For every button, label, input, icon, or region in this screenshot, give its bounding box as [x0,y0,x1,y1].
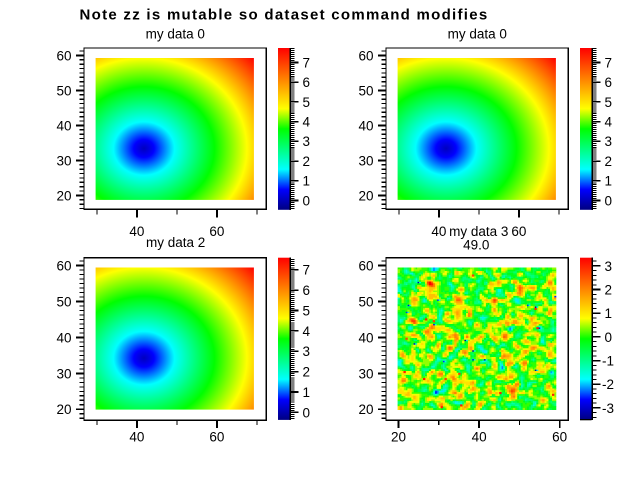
svg-text:0: 0 [303,405,311,420]
svg-text:-1: -1 [602,354,614,369]
svg-text:1: 1 [605,174,613,189]
svg-text:30: 30 [358,153,373,168]
svg-text:0: 0 [605,330,613,345]
svg-text:30: 30 [56,153,71,168]
svg-text:40: 40 [472,430,487,445]
svg-text:30: 30 [56,366,71,381]
svg-text:2: 2 [605,282,613,297]
svg-text:60: 60 [56,48,71,63]
svg-text:5: 5 [303,95,311,110]
svg-text:-3: -3 [602,401,614,416]
svg-text:50: 50 [358,83,373,98]
svg-text:4: 4 [303,324,311,339]
svg-text:50: 50 [56,83,71,98]
svg-text:20: 20 [56,188,71,203]
svg-text:49.0: 49.0 [463,237,489,252]
svg-text:5: 5 [605,95,613,110]
svg-text:50: 50 [56,294,71,309]
svg-text:my data 2: my data 2 [146,235,205,250]
svg-text:2: 2 [303,154,311,169]
svg-text:my data 3: my data 3 [449,224,508,239]
svg-text:60: 60 [552,430,567,445]
svg-text:20: 20 [391,430,406,445]
svg-text:2: 2 [605,154,613,169]
svg-text:20: 20 [358,188,373,203]
svg-text:3: 3 [303,134,311,149]
svg-text:Note zz is mutable so dataset: Note zz is mutable so dataset command mo… [80,6,489,23]
svg-text:1: 1 [605,306,613,321]
svg-text:40: 40 [129,430,144,445]
svg-text:40: 40 [56,118,71,133]
svg-text:40: 40 [358,118,373,133]
svg-text:5: 5 [303,303,311,318]
svg-text:20: 20 [56,402,71,417]
svg-text:6: 6 [303,283,311,298]
svg-text:my data 0: my data 0 [448,26,507,41]
svg-text:0: 0 [605,193,613,208]
svg-text:40: 40 [358,330,373,345]
svg-text:60: 60 [358,48,373,63]
svg-text:50: 50 [358,294,373,309]
svg-text:7: 7 [605,55,613,70]
svg-text:60: 60 [358,259,373,274]
svg-text:3: 3 [303,344,311,359]
svg-text:7: 7 [303,263,311,278]
svg-text:2: 2 [303,365,311,380]
svg-text:-2: -2 [602,377,614,392]
svg-text:30: 30 [358,366,373,381]
svg-text:3: 3 [605,259,613,274]
svg-text:40: 40 [129,224,144,239]
svg-text:20: 20 [358,402,373,417]
svg-text:6: 6 [303,75,311,90]
svg-text:7: 7 [303,55,311,70]
svg-text:my data 0: my data 0 [146,26,205,41]
svg-text:4: 4 [303,115,311,130]
svg-text:60: 60 [209,430,224,445]
svg-text:0: 0 [303,193,311,208]
svg-text:60: 60 [511,224,526,239]
svg-text:3: 3 [605,134,613,149]
svg-text:1: 1 [303,385,311,400]
svg-text:6: 6 [605,75,613,90]
svg-text:4: 4 [605,115,613,130]
svg-text:1: 1 [303,174,311,189]
svg-text:60: 60 [209,224,224,239]
svg-text:40: 40 [431,224,446,239]
svg-text:60: 60 [56,259,71,274]
svg-text:40: 40 [56,330,71,345]
